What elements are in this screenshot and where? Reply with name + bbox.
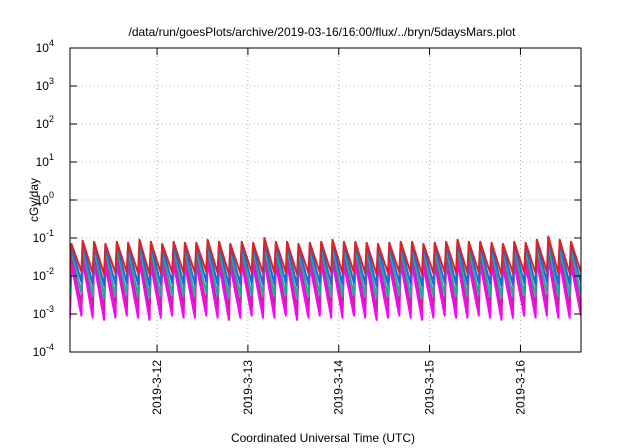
series-line xyxy=(70,237,581,287)
x-tick-label: 2019-3-12 xyxy=(150,360,164,415)
y-tick-base: 10 xyxy=(36,155,50,169)
grid xyxy=(70,48,581,352)
y-tick-label: 102 xyxy=(36,114,54,131)
y-tick-base: 10 xyxy=(33,231,47,245)
y-tick-exponent: -4 xyxy=(46,342,54,352)
y-tick-exponent: 3 xyxy=(49,76,54,86)
x-tick-labels: 2019-3-12 2019-3-13 2019-3-14 2019-3-15 2019… xyxy=(150,360,527,415)
x-tick-label: 2019-3-14 xyxy=(332,360,346,415)
series-line xyxy=(70,235,581,276)
y-tick-label: 104 xyxy=(36,38,54,55)
y-axis-label: cGy/day xyxy=(27,178,41,222)
y-tick-label: 10-2 xyxy=(33,266,54,283)
series-line xyxy=(70,256,581,321)
y-tick-base: 10 xyxy=(33,345,47,359)
x-tick-label: 2019-3-16 xyxy=(513,360,527,415)
series-line xyxy=(70,242,581,299)
series-layer xyxy=(70,235,581,321)
x-axis-label: Coordinated Universal Time (UTC) xyxy=(231,431,415,445)
series-line xyxy=(70,248,581,311)
y-tick-base: 10 xyxy=(33,269,47,283)
y-tick-base: 10 xyxy=(33,307,47,321)
ticks xyxy=(70,47,581,353)
y-tick-label: 10-4 xyxy=(33,342,54,359)
y-tick-label: 101 xyxy=(36,152,54,169)
y-tick-exponent: -1 xyxy=(46,228,54,238)
x-tick-label: 2019-3-13 xyxy=(241,360,255,415)
y-tick-exponent: -2 xyxy=(46,266,54,276)
x-tick-label: 2019-3-15 xyxy=(423,360,437,415)
y-tick-base: 10 xyxy=(36,193,50,207)
y-tick-base: 10 xyxy=(36,41,50,55)
y-tick-base: 10 xyxy=(36,79,50,93)
y-tick-exponent: 0 xyxy=(49,190,54,200)
y-tick-exponent: -3 xyxy=(46,304,54,314)
y-tick-exponent: 4 xyxy=(49,38,54,48)
y-tick-label: 103 xyxy=(36,76,54,93)
y-tick-label: 100 xyxy=(36,190,54,207)
y-tick-base: 10 xyxy=(36,117,50,131)
chart-title: /data/run/goesPlots/archive/2019-03-16/1… xyxy=(129,25,517,39)
y-tick-exponent: 2 xyxy=(49,114,54,124)
y-tick-exponent: 1 xyxy=(49,152,54,162)
y-tick-label: 10-1 xyxy=(33,228,54,245)
y-tick-label: 10-3 xyxy=(33,304,54,321)
